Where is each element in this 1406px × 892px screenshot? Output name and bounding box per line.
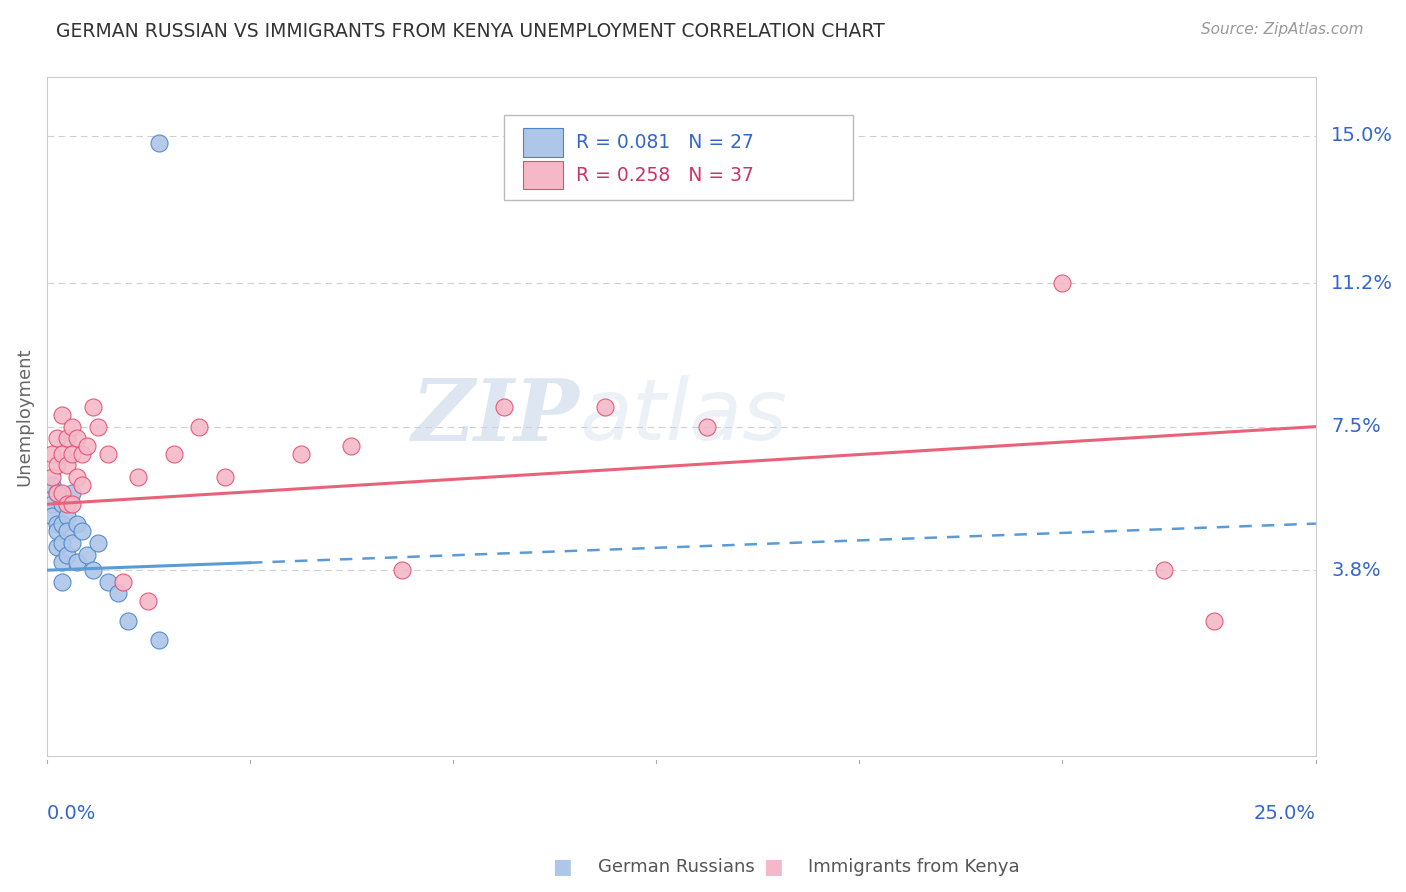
Point <box>72 478 94 492</box>
Point <box>214 470 236 484</box>
Text: R = 0.258   N = 37: R = 0.258 N = 37 <box>576 166 754 185</box>
Point <box>72 447 94 461</box>
Point <box>46 540 69 554</box>
Point <box>163 447 186 461</box>
Point <box>188 419 211 434</box>
Point <box>41 497 63 511</box>
Point <box>56 431 79 445</box>
Point <box>56 497 79 511</box>
Point <box>41 447 63 461</box>
Point <box>51 447 73 461</box>
Point <box>82 401 104 415</box>
Point <box>290 447 312 461</box>
Text: 25.0%: 25.0% <box>1254 804 1316 823</box>
Point <box>51 485 73 500</box>
Point <box>148 632 170 647</box>
Point <box>127 470 149 484</box>
Point <box>112 574 135 589</box>
Point <box>51 556 73 570</box>
Point <box>76 439 98 453</box>
FancyBboxPatch shape <box>503 115 852 200</box>
Text: 3.8%: 3.8% <box>1331 561 1381 580</box>
FancyBboxPatch shape <box>523 128 564 157</box>
Text: 15.0%: 15.0% <box>1331 126 1393 145</box>
Point <box>1153 563 1175 577</box>
Text: atlas: atlas <box>579 376 787 458</box>
Point <box>60 419 83 434</box>
Y-axis label: Unemployment: Unemployment <box>15 348 32 486</box>
Point <box>41 508 63 523</box>
Point <box>340 439 363 453</box>
Text: Source: ZipAtlas.com: Source: ZipAtlas.com <box>1201 22 1364 37</box>
Point <box>593 401 616 415</box>
Point <box>46 485 69 500</box>
Point <box>86 419 108 434</box>
Text: Immigrants from Kenya: Immigrants from Kenya <box>808 858 1021 876</box>
Point <box>51 408 73 422</box>
Text: GERMAN RUSSIAN VS IMMIGRANTS FROM KENYA UNEMPLOYMENT CORRELATION CHART: GERMAN RUSSIAN VS IMMIGRANTS FROM KENYA … <box>56 22 884 41</box>
Point <box>66 470 89 484</box>
Point <box>138 594 160 608</box>
Point <box>51 536 73 550</box>
Point <box>46 524 69 539</box>
Point <box>41 478 63 492</box>
Point <box>148 136 170 151</box>
Point <box>60 536 83 550</box>
Point <box>107 586 129 600</box>
Point <box>76 548 98 562</box>
Point <box>66 556 89 570</box>
Text: R = 0.081   N = 27: R = 0.081 N = 27 <box>576 133 754 153</box>
Text: ZIP: ZIP <box>412 376 579 458</box>
Point <box>56 458 79 473</box>
Point <box>66 431 89 445</box>
Point <box>391 563 413 577</box>
Text: 7.5%: 7.5% <box>1331 417 1381 436</box>
Point <box>51 574 73 589</box>
Point <box>60 447 83 461</box>
Point <box>46 485 69 500</box>
Text: ■: ■ <box>763 857 783 877</box>
Point <box>696 419 718 434</box>
Point <box>1204 614 1226 628</box>
Text: German Russians: German Russians <box>598 858 754 876</box>
Point <box>46 458 69 473</box>
Point <box>46 516 69 531</box>
Point <box>97 574 120 589</box>
Point <box>1050 276 1073 290</box>
Point <box>60 497 83 511</box>
Point <box>51 497 73 511</box>
Point <box>72 524 94 539</box>
Point <box>86 536 108 550</box>
Point <box>82 563 104 577</box>
Point <box>56 524 79 539</box>
Point <box>117 614 139 628</box>
Point <box>56 508 79 523</box>
Point <box>41 470 63 484</box>
Text: 11.2%: 11.2% <box>1331 274 1393 293</box>
FancyBboxPatch shape <box>523 161 564 189</box>
Text: 0.0%: 0.0% <box>46 804 96 823</box>
Point <box>51 516 73 531</box>
Point <box>492 401 515 415</box>
Point <box>56 548 79 562</box>
Point <box>46 431 69 445</box>
Point <box>97 447 120 461</box>
Point <box>60 485 83 500</box>
Point <box>66 516 89 531</box>
Text: ■: ■ <box>553 857 572 877</box>
